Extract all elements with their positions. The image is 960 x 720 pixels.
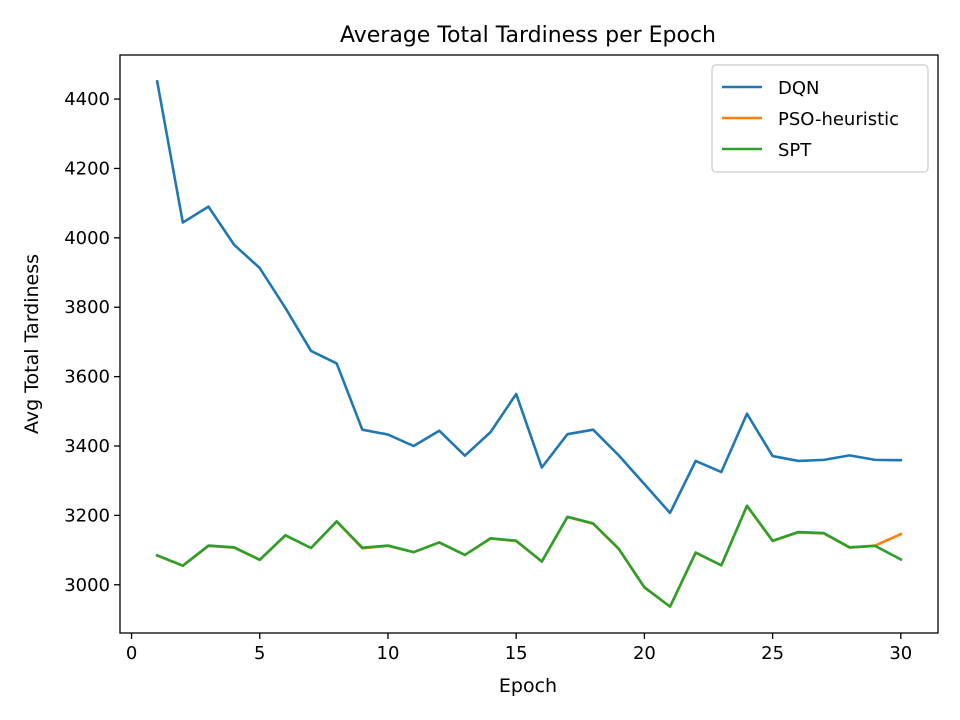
x-tick-label: 25	[761, 643, 784, 664]
y-tick-label: 4400	[64, 89, 110, 110]
y-tick-label: 3000	[64, 575, 110, 596]
x-tick-label: 20	[633, 643, 656, 664]
series-line-dqn	[155, 79, 903, 515]
y-tick-label: 3600	[64, 367, 110, 388]
y-axis-label: Avg Total Tardiness	[21, 254, 43, 434]
legend-box	[711, 64, 929, 173]
x-axis-label: Epoch	[499, 675, 557, 697]
x-tick-label: 15	[505, 643, 528, 664]
chart-title: Average Total Tardiness per Epoch	[340, 23, 716, 48]
legend-label: PSO-heuristic	[778, 109, 899, 130]
y-tick-label: 3200	[64, 505, 110, 526]
x-tick-label: 10	[377, 643, 400, 664]
y-tick-label: 3400	[64, 436, 110, 457]
x-tick-label: 5	[254, 643, 265, 664]
series-line-spt	[155, 504, 903, 608]
legend: DQN PSO-heuristic SPT	[711, 64, 929, 173]
y-tick-label: 4000	[64, 228, 110, 249]
legend-label: SPT	[778, 140, 812, 161]
plot-area: 0 5 10 15 20 25 30 3000 3200 3400 3600 3800 4000 4200…	[64, 54, 939, 664]
x-tick-label: 0	[126, 643, 137, 664]
y-tick-label: 4200	[64, 158, 110, 179]
legend-label: DQN	[778, 78, 820, 99]
axes-frame	[119, 54, 939, 634]
x-tick-label: 30	[889, 643, 912, 664]
y-tick-label: 3800	[64, 297, 110, 318]
